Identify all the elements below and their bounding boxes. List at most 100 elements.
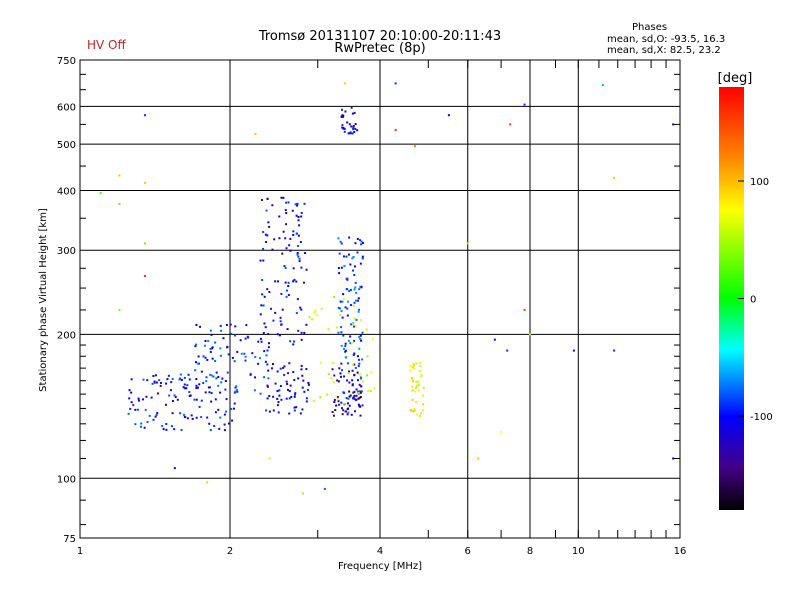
data-point <box>139 425 142 428</box>
data-point <box>347 372 350 375</box>
data-point <box>261 279 264 282</box>
data-point <box>307 381 310 384</box>
data-point <box>347 339 350 342</box>
data-point <box>292 234 295 237</box>
colorbar-ticks: 100 0 -100 <box>738 177 773 423</box>
data-point <box>265 354 268 357</box>
y-tick-label: 500 <box>57 140 76 151</box>
data-point <box>282 196 285 199</box>
data-point <box>281 252 284 255</box>
data-point <box>287 281 290 284</box>
data-point <box>415 413 418 416</box>
data-point <box>155 381 158 384</box>
data-point <box>195 323 198 326</box>
data-point <box>136 408 139 411</box>
data-point <box>299 241 302 244</box>
data-point <box>353 352 356 355</box>
data-point <box>417 389 420 392</box>
data-point <box>344 344 347 347</box>
data-point <box>156 412 159 415</box>
data-point <box>245 324 248 327</box>
data-point <box>351 132 354 135</box>
data-point <box>214 341 217 344</box>
data-point <box>219 416 222 419</box>
data-point <box>358 288 361 291</box>
data-point <box>286 328 289 331</box>
data-point <box>359 373 362 376</box>
data-point <box>254 133 257 136</box>
data-point <box>319 396 322 399</box>
data-point <box>345 397 348 400</box>
data-point <box>296 204 299 207</box>
data-point <box>278 215 281 218</box>
data-point <box>349 335 352 338</box>
data-point <box>353 325 356 328</box>
data-point <box>300 364 303 367</box>
data-point <box>195 416 198 419</box>
data-point <box>289 237 292 240</box>
data-point <box>209 429 212 432</box>
data-point <box>341 369 344 372</box>
data-point <box>340 331 343 334</box>
data-point <box>356 251 359 254</box>
data-point <box>341 124 344 127</box>
data-point <box>300 211 303 214</box>
data-point <box>202 382 205 385</box>
data-point <box>359 338 362 341</box>
data-point <box>276 390 279 393</box>
data-point <box>294 392 297 395</box>
data-point <box>356 299 359 302</box>
data-point <box>188 394 191 397</box>
data-point <box>268 395 271 398</box>
data-point <box>342 334 345 337</box>
data-point <box>352 304 355 307</box>
data-point <box>523 103 526 106</box>
data-point <box>165 382 168 385</box>
data-point <box>357 310 360 313</box>
data-point <box>340 344 343 347</box>
data-point <box>353 398 356 401</box>
data-point <box>204 339 207 342</box>
data-point <box>236 350 239 353</box>
data-point <box>191 417 194 420</box>
data-point <box>342 402 345 405</box>
data-point <box>353 288 356 291</box>
title-line-2: RwPretec (8p) <box>334 41 425 56</box>
data-point <box>342 293 345 296</box>
data-point <box>265 409 268 412</box>
data-point <box>394 129 397 132</box>
data-point <box>289 340 292 343</box>
data-point <box>334 409 337 412</box>
data-point <box>259 313 262 316</box>
data-point <box>409 369 412 372</box>
data-point <box>311 318 314 321</box>
data-point <box>346 413 349 416</box>
data-point <box>188 378 191 381</box>
data-point <box>414 386 417 389</box>
data-point <box>354 128 357 131</box>
data-point <box>164 403 167 406</box>
data-point <box>217 375 220 378</box>
data-point <box>344 342 347 345</box>
data-point <box>282 230 285 233</box>
data-point <box>347 132 350 135</box>
data-point <box>292 371 295 374</box>
data-point <box>338 403 341 406</box>
data-point <box>352 341 355 344</box>
data-point <box>210 400 213 403</box>
data-point <box>233 402 236 405</box>
data-point <box>345 255 348 258</box>
data-point <box>320 307 323 310</box>
data-point <box>285 247 288 250</box>
data-point <box>337 237 340 240</box>
data-point <box>213 425 216 428</box>
data-point <box>346 307 349 310</box>
data-point <box>278 334 281 337</box>
data-point <box>183 383 186 386</box>
data-point <box>346 408 349 411</box>
data-point <box>415 385 418 388</box>
data-point <box>234 390 237 393</box>
data-point <box>220 329 223 332</box>
data-point <box>140 422 143 425</box>
y-tick-label: 100 <box>57 474 76 485</box>
